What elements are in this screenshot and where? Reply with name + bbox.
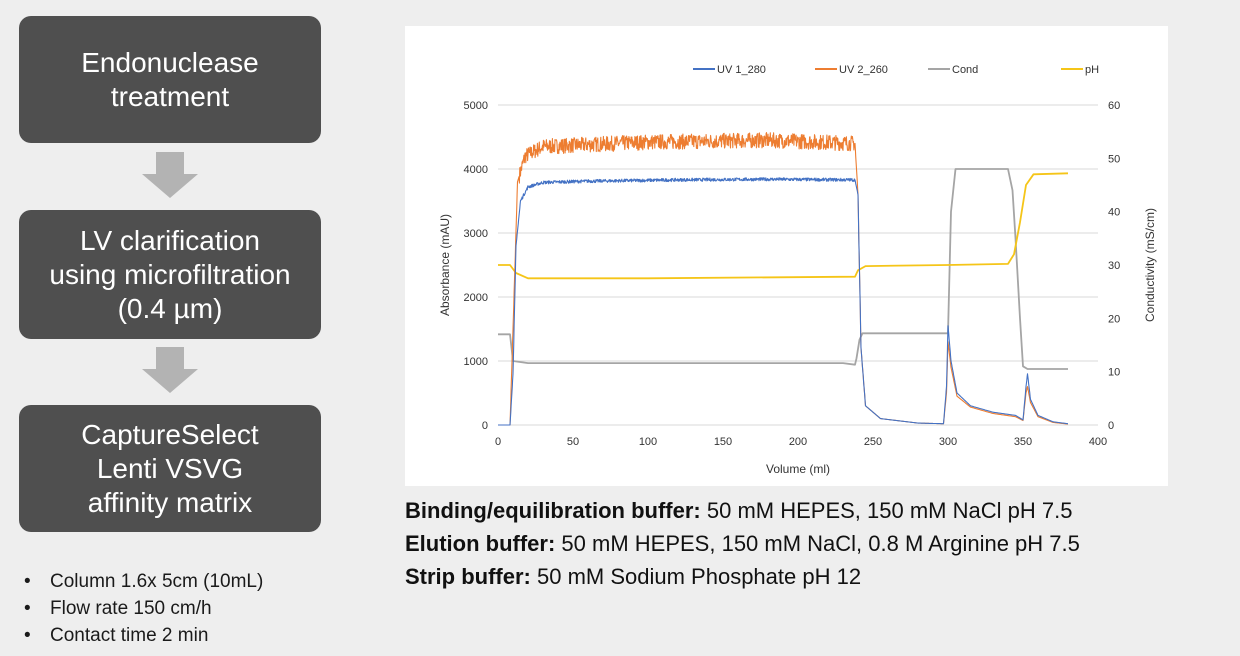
step-line: LV clarification: [79, 224, 260, 256]
y-axis-title: Absorbance (mAU): [438, 214, 452, 316]
legend-label: UV 2_260: [839, 64, 888, 76]
list-item: • Column 1.6x 5cm (10mL): [24, 568, 263, 595]
buffer-text: 50 mM HEPES, 150 mM NaCl pH 7.5: [700, 498, 1073, 523]
x-tick-label: 300: [939, 436, 957, 448]
y2-tick-label: 60: [1108, 100, 1120, 112]
x-tick-label: 250: [864, 436, 882, 448]
x-tick-label: 350: [1014, 436, 1032, 448]
buffer-label: Elution buffer:: [405, 531, 556, 556]
x-tick-label: 200: [789, 436, 807, 448]
buffer-label: Binding/equilibration buffer:: [405, 498, 701, 523]
y2-tick-label: 20: [1108, 313, 1120, 325]
y-tick-label: 4000: [464, 164, 488, 176]
list-item: • Contact time 2 min: [24, 622, 263, 649]
x-tick-label: 100: [639, 436, 657, 448]
step-line: (0.4 µm): [117, 292, 223, 324]
buffer-elution: Elution buffer: 50 mM HEPES, 150 mM NaCl…: [405, 527, 1080, 560]
step-endonuclease-box: Endonuclease treatment: [19, 16, 321, 143]
y-tick-label: 0: [482, 420, 488, 432]
buffer-strip: Strip buffer: 50 mM Sodium Phosphate pH …: [405, 560, 1080, 593]
step-line: CaptureSelect: [81, 418, 259, 450]
y-tick-label: 1000: [464, 356, 488, 368]
bullet-icon: •: [24, 571, 31, 592]
step-line: using microfiltration: [49, 258, 291, 290]
step-line: Endonuclease: [81, 46, 259, 78]
bullet-icon: •: [24, 598, 31, 619]
legend-label: pH: [1085, 64, 1099, 76]
down-arrow-icon: [142, 347, 198, 393]
buffer-binding: Binding/equilibration buffer: 50 mM HEPE…: [405, 494, 1080, 527]
list-item-text: Flow rate 150 cm/h: [50, 598, 212, 619]
step-line: affinity matrix: [87, 486, 253, 518]
chromatogram-chart: 0 1000 2000 3000 4000 5000 0 10 20 30 40 50 60 0 50 100…: [438, 64, 1157, 476]
buffer-label: Strip buffer:: [405, 564, 531, 589]
x-tick-label: 50: [567, 436, 579, 448]
buffer-text: 50 mM HEPES, 150 mM NaCl, 0.8 M Arginine…: [555, 531, 1080, 556]
legend-label: Cond: [952, 64, 978, 76]
list-item-text: Contact time 2 min: [50, 625, 209, 646]
x-tick-label: 0: [495, 436, 501, 448]
y-tick-label: 3000: [464, 228, 488, 240]
series-line: [497, 132, 1069, 426]
buffer-text: 50 mM Sodium Phosphate pH 12: [530, 564, 862, 589]
y2-tick-label: 40: [1108, 207, 1120, 219]
step-line: treatment: [110, 80, 230, 112]
y-tick-label: 2000: [464, 292, 488, 304]
down-arrow-icon: [142, 152, 198, 198]
x-tick-label: 150: [714, 436, 732, 448]
step-clarification-box: LV clarification using microfiltration (…: [19, 210, 321, 339]
series-line: [498, 172, 1069, 280]
y2-tick-label: 30: [1108, 260, 1120, 272]
list-item-text: Column 1.6x 5cm (10mL): [50, 571, 264, 592]
chromatogram-panel: 0 1000 2000 3000 4000 5000 0 10 20 30 40 50 60 0 50 100…: [405, 26, 1168, 486]
x-axis-title: Volume (ml): [766, 462, 830, 476]
legend-label: UV 1_280: [717, 64, 766, 76]
y-tick-label: 5000: [464, 100, 488, 112]
series-line: [498, 168, 1068, 370]
y2-tick-label: 10: [1108, 367, 1120, 379]
list-item: • Flow rate 150 cm/h: [24, 595, 263, 622]
y2-axis-title: Conductivity (mS/cm): [1143, 208, 1157, 322]
bullet-icon: •: [24, 625, 31, 646]
step-line: Lenti VSVG: [96, 452, 244, 484]
buffer-list: Binding/equilibration buffer: 50 mM HEPE…: [405, 494, 1080, 593]
y2-tick-label: 50: [1108, 153, 1120, 165]
column-parameters-list: • Column 1.6x 5cm (10mL) • Flow rate 150 c…: [24, 568, 263, 649]
x-tick-label: 400: [1089, 436, 1107, 448]
step-affinity-box: CaptureSelect Lenti VSVG affinity matrix: [19, 405, 321, 532]
y2-tick-label: 0: [1108, 420, 1114, 432]
series-line: [497, 177, 1069, 426]
